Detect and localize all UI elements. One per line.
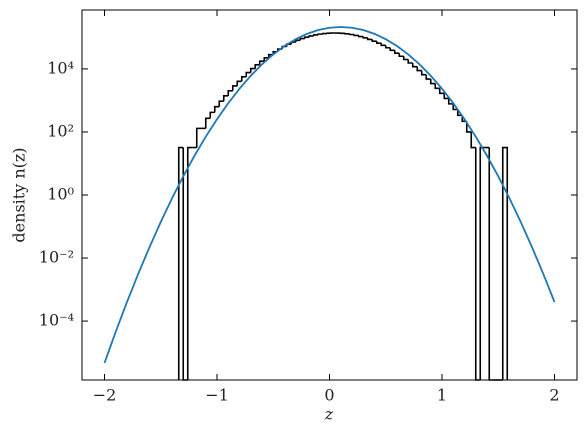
x-axis-label: z — [324, 405, 334, 424]
histogram-step — [353, 34, 359, 37]
histogram-step — [443, 93, 449, 100]
histogram-step — [488, 147, 494, 381]
histogram-step — [204, 117, 211, 129]
y-tick-label: 10⁰ — [47, 184, 74, 203]
histogram-step — [312, 34, 319, 36]
histogram-step — [402, 56, 409, 61]
y-tick-label: 10⁻⁴ — [39, 311, 74, 330]
histogram-step — [474, 147, 481, 381]
y-tick-label: 10⁻² — [39, 248, 74, 267]
histogram-step — [447, 98, 454, 105]
histogram-step — [416, 66, 422, 72]
histogram-step — [348, 33, 355, 36]
histogram-step — [465, 121, 472, 133]
x-tick-label: 0 — [324, 386, 334, 405]
histogram-step — [479, 146, 485, 380]
histogram-step — [209, 111, 215, 119]
histogram-step — [380, 43, 386, 47]
histogram-step — [425, 74, 431, 80]
y-tick-label: 10⁴ — [47, 58, 74, 77]
histogram-step — [357, 35, 364, 38]
histogram-step — [222, 95, 229, 102]
histogram-step — [245, 71, 251, 77]
histogram-step — [429, 79, 436, 85]
histogram-step — [258, 60, 265, 65]
histogram-step — [182, 147, 188, 381]
histogram-step — [407, 59, 413, 64]
histogram-step — [240, 76, 247, 82]
histogram-step — [371, 39, 377, 42]
histogram-step — [303, 36, 310, 39]
histogram-step — [398, 53, 404, 58]
histogram-step — [254, 63, 260, 69]
histogram-step — [434, 83, 440, 90]
histogram-step — [470, 131, 476, 149]
histogram-step — [263, 57, 269, 62]
histogram-step — [362, 36, 368, 39]
histogram-step — [366, 37, 373, 41]
x-tick-label: 1 — [437, 386, 447, 405]
histogram-step — [389, 47, 395, 52]
histogram-step — [227, 89, 233, 96]
x-tick-label: −1 — [205, 386, 229, 405]
x-tick-label: −2 — [93, 386, 117, 405]
histogram-step — [177, 146, 184, 380]
histogram-step — [438, 88, 445, 95]
histogram-step — [420, 70, 427, 76]
histogram-step — [195, 127, 202, 148]
curve — [103, 26, 556, 364]
histogram-step — [384, 45, 391, 49]
histogram-step — [308, 35, 314, 38]
y-tick-label: 10² — [47, 121, 74, 140]
histogram-step — [299, 37, 305, 41]
histogram-step — [452, 103, 458, 111]
histogram-step — [213, 105, 220, 113]
histogram-step — [501, 146, 509, 380]
histogram-step — [231, 85, 238, 91]
histogram-step — [393, 50, 400, 54]
histogram-step — [249, 67, 256, 73]
x-tick-label: 2 — [549, 386, 559, 405]
histogram-step — [294, 39, 301, 43]
histogram-step — [317, 33, 323, 35]
histogram-step — [321, 32, 328, 35]
y-axis-label: density n(z) — [10, 147, 29, 242]
histogram-step — [236, 80, 242, 86]
histogram-step — [186, 146, 193, 380]
histogram-step — [375, 41, 382, 44]
histogram-step — [218, 100, 224, 107]
histogram-step — [411, 62, 418, 68]
